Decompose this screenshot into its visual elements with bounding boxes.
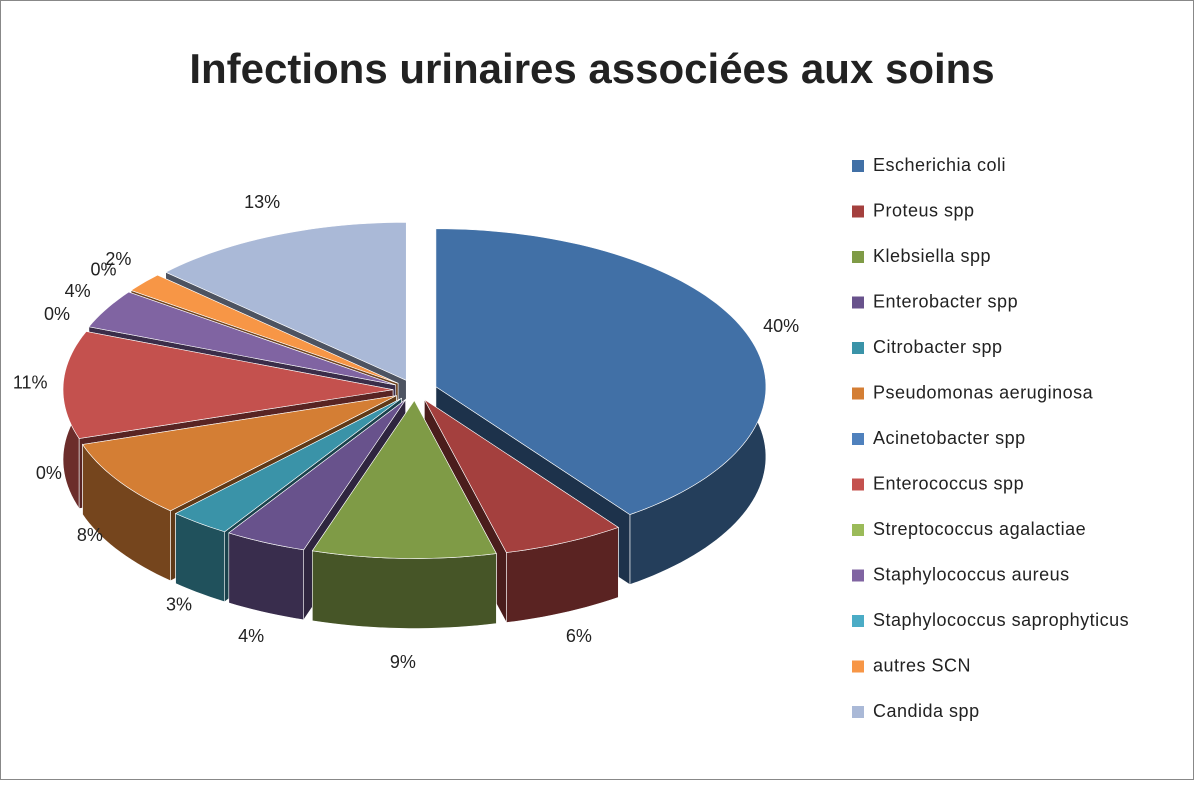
- data-label: 11%: [13, 372, 48, 392]
- slice-side: [312, 550, 497, 629]
- slice: [174, 398, 402, 533]
- legend-swatch: [852, 433, 864, 445]
- chart-title: Infections urinaires associées aux soins: [189, 45, 994, 92]
- legend-swatch: [852, 296, 864, 309]
- legend-swatch: [852, 251, 864, 263]
- legend-label: Acinetobacter spp: [873, 428, 1026, 448]
- legend-label: Streptococcus agalactiae: [873, 519, 1086, 539]
- data-label: 0%: [36, 463, 62, 483]
- data-label: 3%: [166, 595, 192, 615]
- pie: 40%6%9%4%3%8%0%11%0%4%0%2%13%: [13, 192, 799, 672]
- legend-label: Candida spp: [873, 701, 980, 721]
- legend-label: Staphylococcus saprophyticus: [873, 610, 1129, 630]
- data-label: 9%: [390, 652, 416, 672]
- data-label: 6%: [566, 626, 592, 646]
- legend-label: Escherichia coli: [873, 155, 1006, 175]
- legend-swatch: [852, 205, 864, 218]
- slice: [82, 395, 397, 512]
- slice: [311, 399, 497, 559]
- slice: [435, 228, 767, 515]
- slice: [88, 291, 396, 386]
- data-label: 40%: [763, 316, 799, 336]
- legend-label: Klebsiella spp: [873, 246, 991, 266]
- legend-swatch: [852, 569, 864, 582]
- slice: [424, 399, 620, 553]
- legend-swatch: [852, 524, 864, 536]
- legend-label: Enterobacter spp: [873, 291, 1018, 311]
- legend-swatch: [852, 342, 864, 354]
- legend-swatch: [852, 160, 864, 172]
- data-label: 0%: [91, 259, 117, 279]
- legend-swatch: [852, 660, 864, 673]
- legend-label: autres SCN: [873, 655, 971, 675]
- legend-swatch: [852, 615, 864, 627]
- slice: [130, 274, 399, 384]
- legend-swatch: [852, 478, 864, 491]
- legend-swatch: [852, 387, 864, 400]
- data-label: 4%: [238, 626, 264, 646]
- data-label: 13%: [244, 192, 280, 212]
- slice: [62, 331, 394, 439]
- legend-label: Proteus spp: [873, 200, 975, 220]
- data-label: 8%: [77, 525, 103, 545]
- legend-label: Citrobacter spp: [873, 337, 1003, 357]
- legend-label: Staphylococcus aureus: [873, 564, 1070, 584]
- legend-label: Pseudomonas aeruginosa: [873, 382, 1094, 402]
- data-label: 4%: [65, 281, 91, 301]
- slice: [228, 399, 406, 551]
- slice: [165, 222, 407, 381]
- data-label: 0%: [44, 304, 70, 324]
- data-label: 2%: [105, 249, 131, 269]
- legend-label: Enterococcus spp: [873, 473, 1024, 493]
- legend: Escherichia coli Proteus spp Klebsiella sp…: [852, 155, 1129, 721]
- legend-swatch: [852, 706, 864, 718]
